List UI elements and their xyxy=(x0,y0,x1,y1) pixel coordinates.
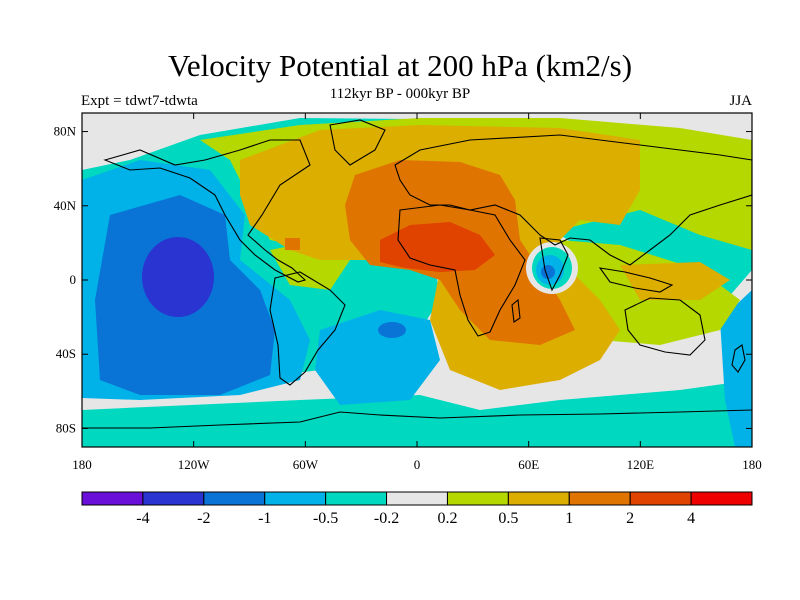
chart-subtitle: 112kyr BP - 000kyr BP xyxy=(329,86,471,102)
colorbar-label: -4 xyxy=(136,510,149,527)
colorbar-label: 0.2 xyxy=(437,510,457,527)
lon-tick-label: 120E xyxy=(627,457,655,472)
field-band-orange-carib xyxy=(285,238,300,250)
colorbar-swatch xyxy=(690,491,753,506)
lon-tick-label: 0 xyxy=(414,457,421,472)
colorbar-swatch xyxy=(264,491,327,506)
colorbar-swatch xyxy=(142,491,205,506)
lat-tick-label: 80S xyxy=(56,420,76,435)
field-band-south-teal xyxy=(82,380,752,447)
map-field xyxy=(82,113,752,447)
lat-tick-label: 80N xyxy=(54,124,77,139)
colorbar-label: 1 xyxy=(565,510,573,527)
chart-title: Velocity Potential at 200 hPa (km2/s) xyxy=(167,48,633,83)
coastlines xyxy=(82,119,752,429)
field-satlantic-light-blue xyxy=(315,310,440,405)
field-pacific-min xyxy=(142,237,214,317)
season-label: JJA xyxy=(729,93,752,109)
colorbar-label: 2 xyxy=(626,510,634,527)
experiment-label: Expt = tdwt7-tdwta xyxy=(81,93,198,109)
colorbar-swatch xyxy=(446,491,509,506)
colorbar-swatch xyxy=(629,491,692,506)
colorbar-label: 0.5 xyxy=(498,510,518,527)
lon-tick-label: 60E xyxy=(518,457,539,472)
colorbar-swatch xyxy=(386,491,448,506)
lat-tick-label: 40N xyxy=(54,198,77,213)
lon-tick-label: 180 xyxy=(72,457,92,472)
colorbar-label: -0.5 xyxy=(313,510,338,527)
lon-tick-label: 120W xyxy=(178,457,211,472)
colorbar-label: -1 xyxy=(258,510,271,527)
lon-tick-label: 180 xyxy=(742,457,762,472)
lon-tick-label: 60W xyxy=(293,457,319,472)
colorbar-swatch xyxy=(568,491,631,506)
lat-tick-label: 40S xyxy=(56,346,76,361)
field-band-red-max xyxy=(380,222,495,272)
longitude-axis: 180 120W 60W 0 60E 120E 180 xyxy=(72,113,762,472)
field-satlantic-min xyxy=(378,322,406,338)
colorbar-swatch xyxy=(507,491,570,506)
lat-tick-label: 0 xyxy=(70,272,77,287)
colorbar-swatch xyxy=(203,491,266,506)
colorbar-swatch xyxy=(325,491,388,506)
field-indian-min xyxy=(541,265,555,279)
colorbar-label: -0.2 xyxy=(374,510,399,527)
latitude-axis: 80N 40N 0 40S 80S xyxy=(54,124,752,435)
field-east-edge-blue xyxy=(720,290,752,447)
colorbar-label: 4 xyxy=(687,510,695,527)
colorbar-swatch xyxy=(81,491,144,506)
colorbar: -4 -2 -1 -0.5 -0.2 0.2 0.5 1 2 4 xyxy=(81,491,753,527)
colorbar-label: -2 xyxy=(197,510,210,527)
